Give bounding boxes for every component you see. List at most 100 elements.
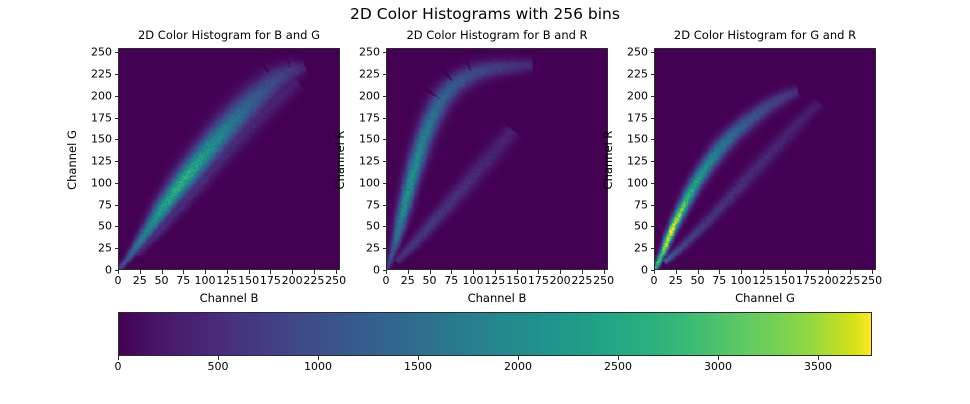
colorbar-tick-label: 0	[114, 360, 122, 373]
subplot-title-b-and-g: 2D Color Histogram for B and G	[137, 28, 321, 42]
y-tick-mark	[650, 74, 654, 76]
y-tick-mark	[650, 139, 654, 141]
x-tick-label: 100	[194, 274, 216, 287]
x-tick-label: 225	[571, 274, 593, 287]
y-tick-label: 125	[627, 154, 648, 168]
y-tick-label: 225	[627, 67, 648, 81]
y-tick-label: 150	[91, 132, 112, 146]
x-tick-mark	[205, 270, 207, 274]
y-tick-mark	[114, 52, 118, 54]
y-tick-mark	[650, 161, 654, 163]
ylabel-g-and-r: Channel R	[601, 130, 615, 190]
y-tick-mark	[382, 74, 386, 76]
y-tick-label: 150	[627, 132, 648, 146]
y-tick-mark	[114, 204, 118, 206]
x-tick-mark	[516, 270, 518, 274]
subplot-b-and-r: 2D Color Histogram for B and R Channel R…	[333, 28, 614, 305]
y-tick-mark	[382, 248, 386, 250]
x-tick-label: 150	[238, 274, 260, 287]
x-tick-label: 25	[668, 274, 683, 287]
colorbar-tick-label: 1500	[404, 360, 432, 373]
colorbar: 0 500 1000 1500 2000 2500 3000 3500	[115, 312, 872, 373]
x-tick-mark	[494, 270, 496, 274]
subplot-b-and-g: 2D Color Histogram for B and G Channel G…	[65, 28, 346, 305]
x-tick-mark	[719, 270, 721, 274]
x-tick-label: 25	[400, 274, 415, 287]
y-tick-label: 225	[359, 67, 380, 81]
colorbar-tick-mark	[818, 356, 819, 360]
x-tick-label: 0	[382, 274, 390, 287]
x-tick-mark	[118, 270, 119, 274]
y-tick-label: 175	[359, 111, 380, 125]
y-tick-label: 200	[627, 89, 648, 103]
y-tick-label: 50	[98, 219, 112, 233]
x-tick-mark	[762, 270, 764, 274]
y-tick-label: 100	[359, 176, 380, 190]
x-tick-label: 0	[650, 274, 658, 287]
colorbar-tick-mark	[518, 356, 519, 360]
x-tick-mark	[292, 270, 294, 274]
colorbar-tick-label: 500	[207, 360, 229, 373]
y-tick-mark	[382, 95, 386, 97]
y-tick-label: 125	[359, 154, 380, 168]
x-tick-mark	[581, 270, 583, 274]
colorbar-tick-label: 2500	[604, 360, 632, 373]
x-tick-label: 250	[593, 274, 615, 287]
ylabel-b-and-g: Channel G	[65, 130, 79, 190]
y-tick-mark	[650, 52, 654, 54]
x-tick-label: 125	[216, 274, 238, 287]
x-tick-label: 50	[154, 274, 169, 287]
x-tick-label: 125	[752, 274, 774, 287]
colorbar-tick-label: 3500	[804, 360, 832, 373]
xlabel-b-and-r: Channel B	[467, 291, 527, 305]
x-tick-label: 25	[132, 274, 147, 287]
y-tick-label: 25	[98, 241, 112, 255]
x-tick-mark	[828, 270, 830, 274]
x-tick-mark	[675, 270, 677, 274]
x-tick-label: 250	[325, 274, 347, 287]
x-tick-mark	[335, 270, 337, 274]
x-tick-label: 150	[774, 274, 796, 287]
colorbar-tick-mark	[718, 356, 719, 360]
y-tick-mark	[114, 117, 118, 119]
x-tick-mark	[849, 270, 851, 274]
x-tick-mark	[603, 270, 605, 274]
subplot-title-g-and-r: 2D Color Histogram for G and R	[673, 28, 857, 42]
subplot-g-and-r: 2D Color Histogram for G and R Channel R…	[601, 28, 882, 305]
y-tick-label: 75	[366, 198, 380, 212]
y-tick-label: 250	[91, 45, 112, 59]
x-tick-mark	[451, 270, 453, 274]
x-tick-label: 175	[527, 274, 549, 287]
y-tick-mark	[650, 182, 654, 184]
y-tick-mark	[382, 226, 386, 228]
y-tick-mark	[382, 139, 386, 141]
y-tick-label: 250	[627, 45, 648, 59]
y-tick-mark	[382, 270, 386, 271]
y-tick-label: 175	[91, 111, 112, 125]
x-tick-mark	[248, 270, 250, 274]
y-tick-mark	[114, 74, 118, 76]
y-tick-label: 100	[91, 176, 112, 190]
y-tick-label: 225	[91, 67, 112, 81]
x-tick-label: 75	[712, 274, 727, 287]
y-tick-mark	[650, 270, 654, 271]
y-tick-mark	[382, 117, 386, 119]
y-tick-label: 25	[634, 241, 648, 255]
colorbar-tick-label: 1000	[304, 360, 332, 373]
x-tick-mark	[784, 270, 786, 274]
x-tick-label: 150	[506, 274, 528, 287]
y-tick-label: 125	[91, 154, 112, 168]
x-tick-label: 75	[176, 274, 191, 287]
x-tick-label: 0	[114, 274, 122, 287]
x-tick-mark	[741, 270, 743, 274]
figure-suptitle: 2D Color Histograms with 256 bins	[350, 5, 620, 23]
colorbar-tick-mark	[418, 356, 419, 360]
y-tick-label: 175	[627, 111, 648, 125]
xlabel-b-and-g: Channel B	[199, 291, 259, 305]
x-tick-mark	[407, 270, 409, 274]
x-tick-label: 200	[817, 274, 839, 287]
x-tick-label: 175	[795, 274, 817, 287]
x-tick-label: 175	[259, 274, 281, 287]
y-tick-mark	[114, 182, 118, 184]
